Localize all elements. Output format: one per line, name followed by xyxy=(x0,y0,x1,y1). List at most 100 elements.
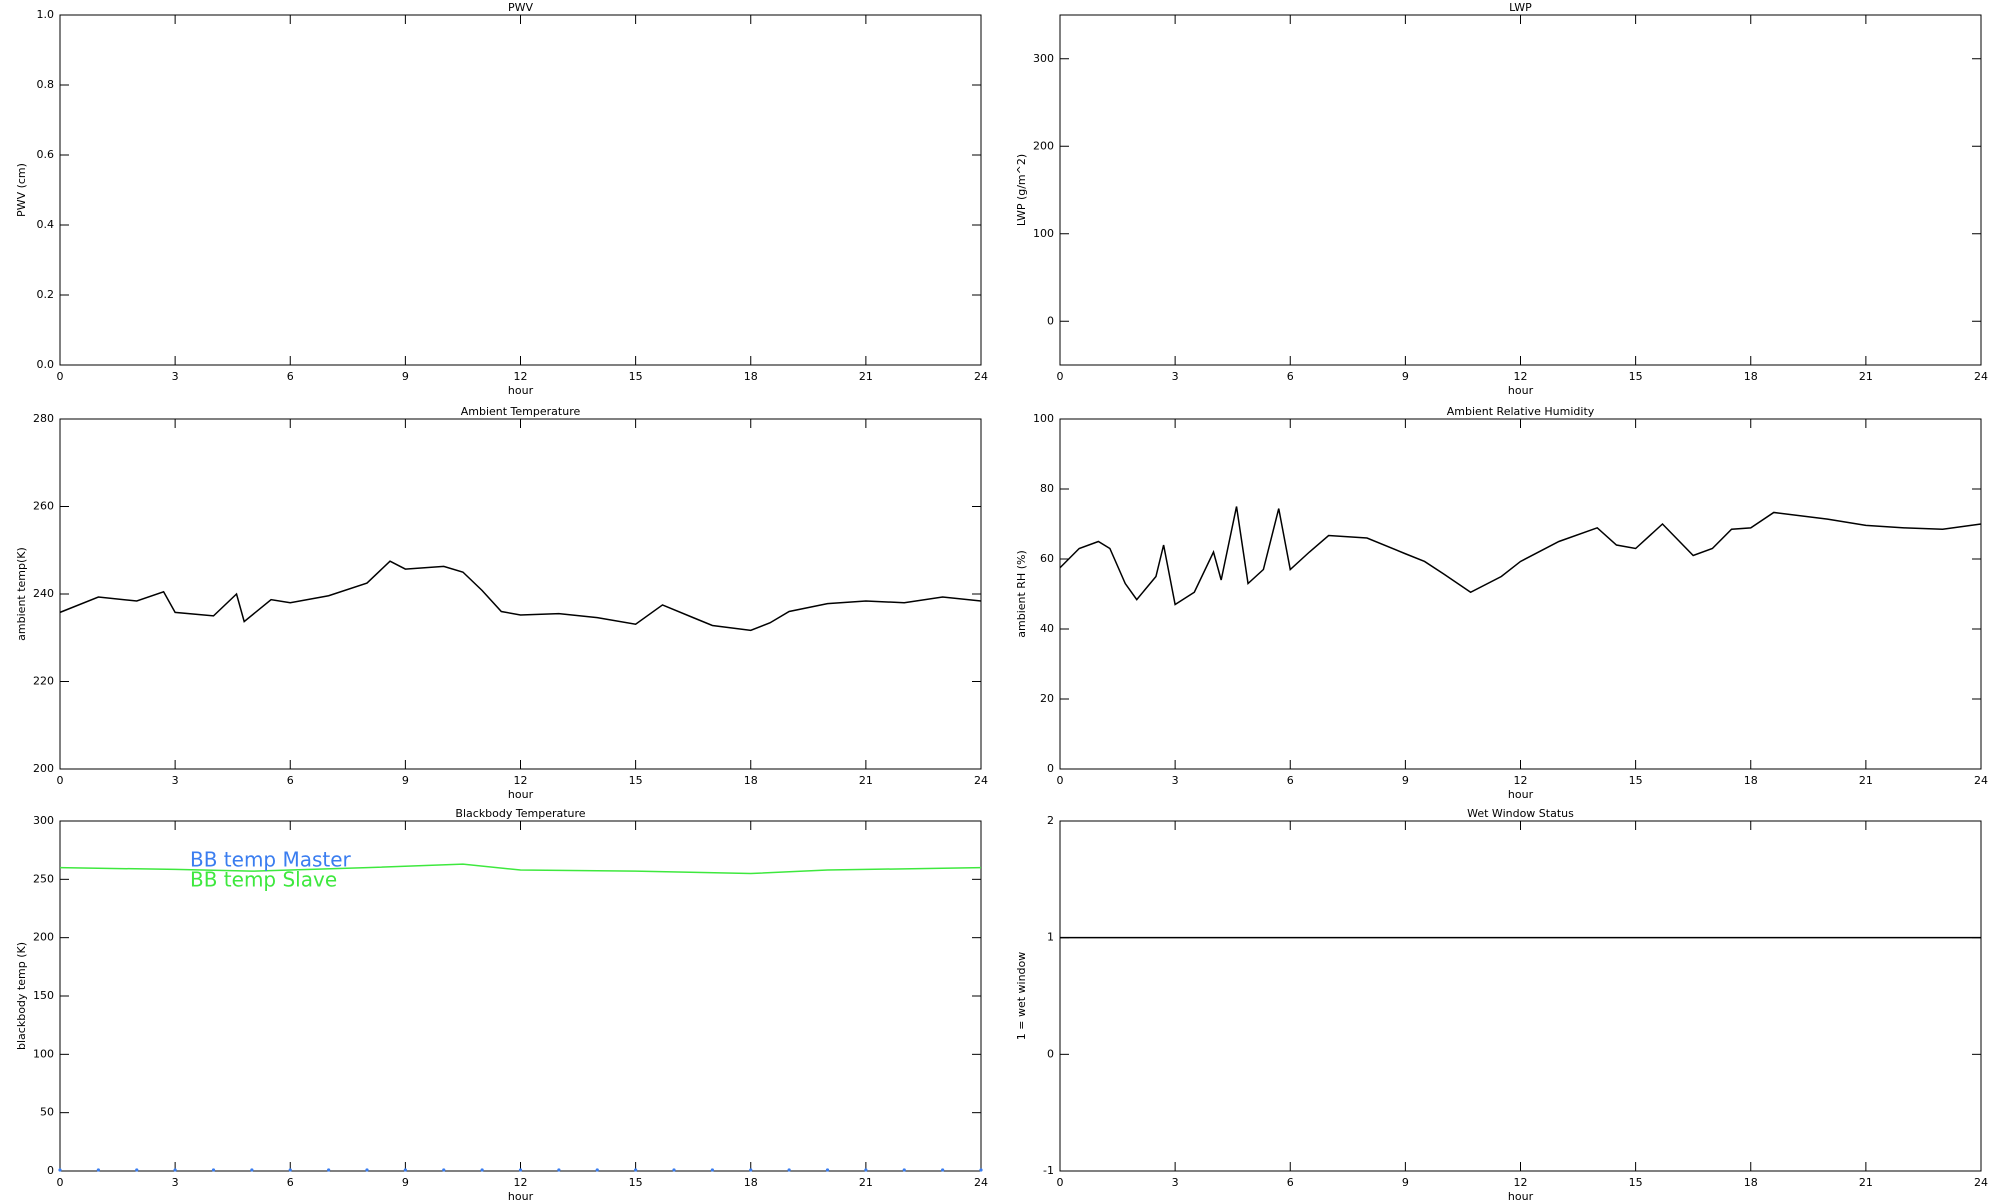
y-tick-label: 260 xyxy=(33,500,54,513)
x-tick-label: 6 xyxy=(287,774,294,787)
data-line xyxy=(59,863,982,875)
y-tick-label: 0.8 xyxy=(37,78,55,91)
x-axis-label: hour xyxy=(1508,1190,1534,1200)
y-axis-label: 1 = wet window xyxy=(1015,952,1028,1041)
x-tick-label: 0 xyxy=(1057,370,1064,383)
data-point xyxy=(787,1168,791,1172)
x-tick-label: 15 xyxy=(629,774,643,787)
y-tick-label: 2 xyxy=(1047,814,1054,827)
y-axis-label: ambient RH (%) xyxy=(1015,550,1028,638)
x-tick-label: 0 xyxy=(57,370,64,383)
data-point xyxy=(403,1168,407,1172)
panel-title: Blackbody Temperature xyxy=(455,807,585,820)
x-tick-label: 3 xyxy=(1172,1176,1179,1189)
x-tick-label: 21 xyxy=(859,1176,873,1189)
x-tick-label: 18 xyxy=(744,1176,758,1189)
x-tick-label: 0 xyxy=(57,774,64,787)
legend-entry: BB temp Master xyxy=(190,848,352,872)
panel: LWP hour LWP (g/m^2) 0 3 6 9 12 15 18 21 24 0 100 200 3… xyxy=(1015,1,1988,397)
data-point xyxy=(941,1168,945,1172)
data-point xyxy=(557,1168,561,1172)
x-tick-label: 9 xyxy=(1402,370,1409,383)
x-tick-label: 3 xyxy=(172,1176,179,1189)
x-tick-label: 0 xyxy=(1057,1176,1064,1189)
x-tick-label: 9 xyxy=(1402,1176,1409,1189)
y-tick-label: 40 xyxy=(1040,622,1054,635)
x-tick-label: 3 xyxy=(172,370,179,383)
data-point xyxy=(518,1168,523,1172)
x-axis-label: hour xyxy=(508,1190,534,1200)
panel: Wet Window Status hour 1 = wet window 0 3 6 9 1… xyxy=(1015,807,1988,1200)
x-tick-label: 24 xyxy=(974,370,988,383)
plot-frame xyxy=(59,418,982,770)
x-tick-label: 18 xyxy=(1744,370,1758,383)
plot-frame xyxy=(59,14,982,366)
x-tick-label: 24 xyxy=(974,774,988,787)
y-tick-label: 50 xyxy=(40,1106,54,1119)
y-tick-label: -1 xyxy=(1043,1164,1054,1177)
data-point xyxy=(825,1168,830,1172)
panel-title: PWV xyxy=(508,1,534,14)
x-tick-label: 12 xyxy=(514,774,528,787)
y-tick-label: 150 xyxy=(33,989,54,1002)
plot-frame xyxy=(1059,820,1982,1172)
y-tick-label: 60 xyxy=(1040,552,1054,565)
y-axis-label: LWP (g/m^2) xyxy=(1015,154,1028,226)
x-tick-label: 18 xyxy=(1744,1176,1758,1189)
y-tick-label: 280 xyxy=(33,412,54,425)
data-point xyxy=(135,1168,139,1172)
x-tick-label: 6 xyxy=(287,1176,294,1189)
panel: PWV hour PWV (cm) 0 3 6 9 12 15 18 21 24 0.0 0.2 0.4 0.… xyxy=(15,1,988,397)
x-tick-label: 24 xyxy=(1974,1176,1988,1189)
x-tick-label: 21 xyxy=(1859,774,1873,787)
y-tick-label: 300 xyxy=(33,814,54,827)
data-point xyxy=(442,1168,446,1172)
x-tick-label: 21 xyxy=(1859,1176,1873,1189)
data-point xyxy=(173,1168,177,1172)
panel: Ambient Relative Humidity hour ambient RH … xyxy=(1015,405,1988,801)
x-tick-label: 15 xyxy=(1629,1176,1643,1189)
x-tick-label: 15 xyxy=(629,1176,643,1189)
x-tick-label: 6 xyxy=(287,370,294,383)
y-axis-label: blackbody temp (K) xyxy=(15,942,28,1050)
y-tick-label: 220 xyxy=(33,675,54,688)
panel-title: Ambient Temperature xyxy=(461,405,581,418)
y-tick-label: 1.0 xyxy=(37,8,55,21)
data-point xyxy=(96,1168,100,1172)
data-point xyxy=(211,1168,216,1172)
x-tick-label: 21 xyxy=(859,774,873,787)
y-tick-label: 0.0 xyxy=(37,358,55,371)
data-point xyxy=(58,1168,62,1172)
plot-frame xyxy=(1059,418,1982,770)
x-tick-label: 6 xyxy=(1287,1176,1294,1189)
data-point xyxy=(250,1168,254,1172)
y-tick-label: 0.4 xyxy=(37,218,55,231)
panel-title: LWP xyxy=(1509,1,1532,14)
y-tick-label: 200 xyxy=(33,931,54,944)
y-tick-label: 240 xyxy=(33,587,54,600)
data-point xyxy=(672,1168,676,1172)
y-tick-label: 100 xyxy=(1033,227,1054,240)
y-tick-label: 1 xyxy=(1047,931,1054,944)
x-tick-label: 12 xyxy=(1514,774,1528,787)
data-point xyxy=(710,1168,714,1172)
y-tick-label: 0 xyxy=(1047,1047,1054,1060)
x-tick-label: 18 xyxy=(1744,774,1758,787)
plot-frame xyxy=(1059,14,1982,366)
legend-entry: BB temp Slave xyxy=(190,868,337,892)
y-tick-label: 20 xyxy=(1040,692,1054,705)
panel-title: Wet Window Status xyxy=(1467,807,1574,820)
x-tick-label: 3 xyxy=(1172,774,1179,787)
data-point xyxy=(749,1168,753,1172)
data-point xyxy=(288,1168,292,1172)
panel-title: Ambient Relative Humidity xyxy=(1447,405,1595,418)
y-tick-label: 250 xyxy=(33,872,54,885)
panel: Blackbody Temperature hour blackbody temp … xyxy=(15,807,988,1200)
x-tick-label: 15 xyxy=(629,370,643,383)
x-tick-label: 18 xyxy=(744,774,758,787)
y-axis-label: ambient temp(K) xyxy=(15,547,28,641)
data-line xyxy=(1059,506,1982,606)
data-point xyxy=(480,1168,484,1172)
y-tick-label: 0.2 xyxy=(37,288,55,301)
